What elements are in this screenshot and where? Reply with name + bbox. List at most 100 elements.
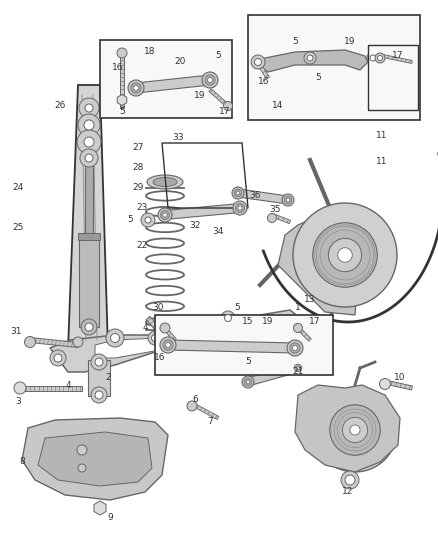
Circle shape [232,187,244,199]
Circle shape [81,319,97,335]
Circle shape [202,72,218,88]
Circle shape [80,149,98,167]
Circle shape [343,417,367,442]
Circle shape [77,445,87,455]
Circle shape [251,55,265,69]
Text: 1: 1 [295,303,301,312]
Polygon shape [135,75,211,93]
Text: 24: 24 [12,183,24,192]
Circle shape [282,194,294,206]
Text: 16: 16 [112,63,124,72]
Circle shape [78,114,100,136]
Text: 7: 7 [207,417,213,426]
Text: 5: 5 [245,358,251,367]
Circle shape [91,354,107,370]
Circle shape [85,104,93,112]
Circle shape [296,366,300,370]
FancyBboxPatch shape [100,40,232,118]
Polygon shape [68,85,108,350]
Polygon shape [161,324,177,341]
Circle shape [73,337,83,347]
Polygon shape [278,206,360,315]
Text: 5: 5 [292,37,298,46]
Circle shape [84,137,94,147]
FancyBboxPatch shape [155,315,333,375]
Polygon shape [247,364,299,386]
Text: 23: 23 [136,204,148,213]
Text: 5: 5 [127,215,133,224]
Circle shape [14,382,26,394]
Circle shape [221,318,235,332]
Circle shape [25,336,35,348]
Circle shape [208,78,212,83]
Circle shape [50,350,66,366]
Text: 11: 11 [376,131,388,140]
Circle shape [79,98,99,118]
Text: 6: 6 [192,395,198,405]
Circle shape [95,358,103,366]
Circle shape [78,464,86,472]
Circle shape [163,340,173,350]
Text: 14: 14 [272,101,284,109]
Text: 2: 2 [105,374,111,383]
Circle shape [85,323,93,331]
Circle shape [341,471,359,489]
Circle shape [148,331,162,345]
Text: 18: 18 [144,47,156,56]
Text: 12: 12 [343,488,354,497]
Text: 8: 8 [19,457,25,466]
Bar [78,233,100,240]
Polygon shape [22,418,168,500]
Text: 17: 17 [309,318,321,327]
Text: 4: 4 [65,381,71,390]
Circle shape [187,401,197,411]
Polygon shape [272,213,291,224]
Circle shape [77,130,101,154]
Ellipse shape [153,177,177,187]
Circle shape [313,388,397,472]
Circle shape [95,391,103,399]
Circle shape [221,311,235,325]
Circle shape [345,475,355,485]
Polygon shape [295,385,400,472]
Text: 11: 11 [376,157,388,166]
Circle shape [244,378,252,386]
Text: 9: 9 [107,513,113,522]
Circle shape [290,343,300,353]
Circle shape [313,223,377,287]
FancyBboxPatch shape [368,45,418,110]
Text: 10: 10 [394,374,406,383]
Circle shape [166,343,170,348]
Circle shape [158,208,172,222]
Circle shape [225,314,232,321]
Text: 19: 19 [344,37,356,46]
Text: 19: 19 [262,318,274,327]
Text: 5: 5 [234,303,240,312]
Circle shape [328,238,362,272]
Text: 3: 3 [15,398,21,407]
Text: 19: 19 [194,91,206,100]
Text: 20: 20 [174,58,186,67]
Text: 17: 17 [392,51,404,60]
Text: 16: 16 [154,353,166,362]
Circle shape [145,217,151,223]
Polygon shape [258,50,368,72]
Polygon shape [168,340,295,353]
Circle shape [350,425,360,435]
Circle shape [284,196,292,204]
Text: 31: 31 [10,327,22,336]
FancyBboxPatch shape [248,15,420,120]
Circle shape [367,52,379,64]
Circle shape [292,362,304,374]
Circle shape [242,376,254,388]
Circle shape [236,191,240,195]
Circle shape [160,211,170,220]
Circle shape [293,203,397,307]
Circle shape [152,335,159,342]
Circle shape [246,380,250,384]
Circle shape [160,337,176,353]
Circle shape [134,86,138,91]
Circle shape [225,321,232,328]
Polygon shape [165,204,240,220]
Circle shape [238,206,242,210]
